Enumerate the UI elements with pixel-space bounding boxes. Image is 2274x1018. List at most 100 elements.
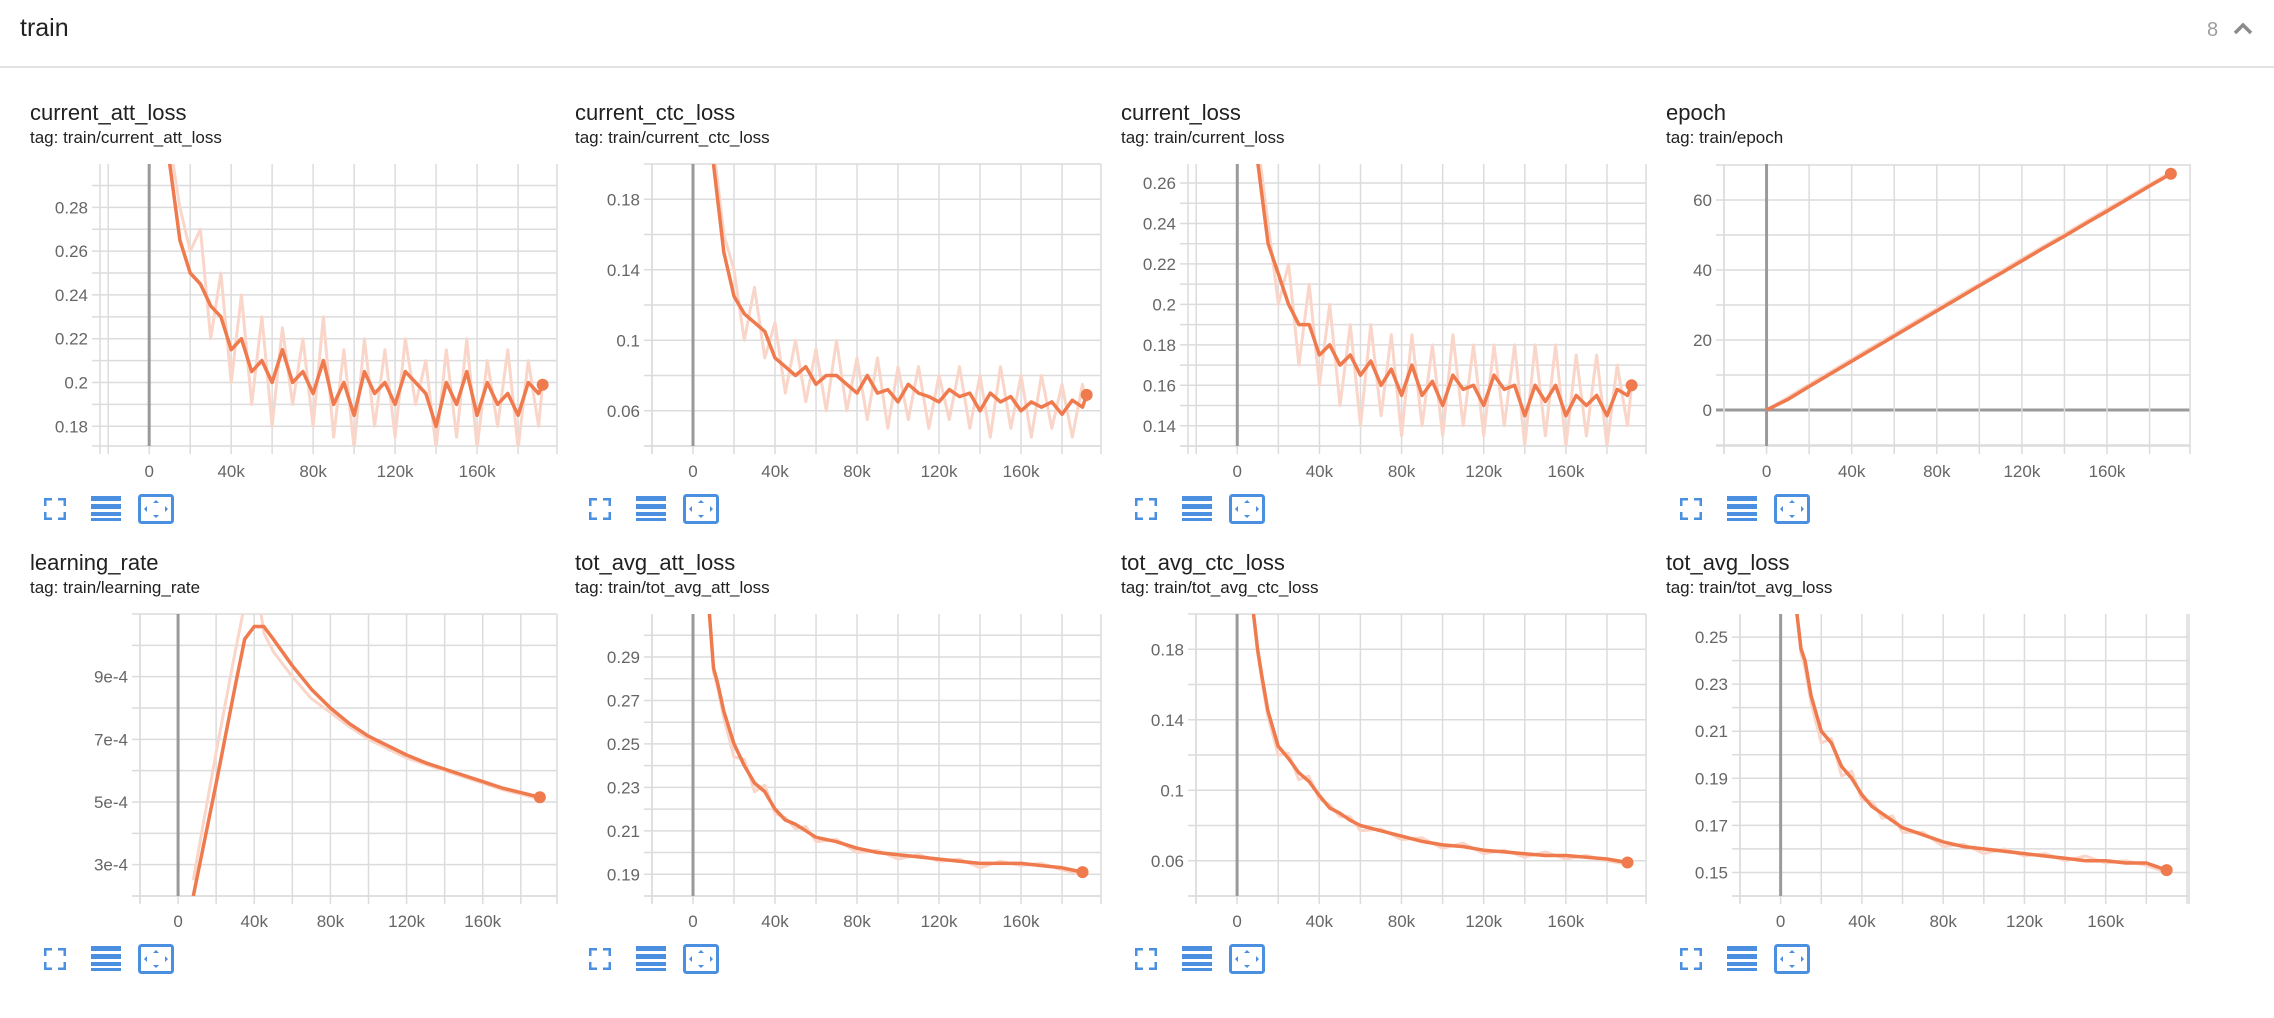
y-tick-label: 0.23 bbox=[607, 778, 640, 797]
x-tick-label: 80k bbox=[843, 462, 871, 481]
x-tick-label: 120k bbox=[2003, 462, 2040, 481]
x-tick-label: 80k bbox=[1923, 462, 1951, 481]
y-tick-label: 0.18 bbox=[607, 190, 640, 209]
toggle-log-scale-icon[interactable] bbox=[636, 946, 666, 977]
chart-current-ctc-loss: 0 40k 80k 120k 160k 0.06 0.1 0.14 0.18 bbox=[607, 163, 1102, 481]
y-tick-label: 0.18 bbox=[1151, 640, 1184, 659]
y-tick-label: 0.14 bbox=[1143, 417, 1176, 436]
toggle-log-scale-icon[interactable] bbox=[91, 496, 121, 527]
smoothed-series-line bbox=[1251, 614, 1628, 865]
y-tick-label: 0.28 bbox=[55, 198, 88, 217]
toggle-log-scale-icon[interactable] bbox=[1182, 946, 1212, 977]
plot-area bbox=[707, 614, 1083, 876]
toggle-log-scale-icon[interactable] bbox=[636, 496, 666, 527]
last-point-marker bbox=[536, 378, 549, 391]
raw-series-line bbox=[1252, 614, 1628, 866]
plot-area bbox=[191, 614, 541, 896]
fullscreen-icon[interactable] bbox=[588, 497, 612, 525]
chart-learning-rate: 0 40k 80k 120k 160k 3e-4 5e-4 7e-4 9e-4 bbox=[94, 613, 558, 931]
x-tick-label: 120k bbox=[921, 912, 958, 931]
last-point-marker bbox=[1621, 856, 1634, 869]
fullscreen-icon[interactable] bbox=[43, 497, 67, 525]
y-tick-label: 0.19 bbox=[1695, 769, 1728, 788]
plot-area bbox=[1795, 614, 2168, 874]
chart-title: tot_avg_ctc_loss bbox=[1121, 550, 1285, 575]
smoothed-series-line bbox=[707, 614, 1083, 874]
y-tick-label: 0.1 bbox=[616, 331, 640, 350]
x-tick-label: 0 bbox=[144, 462, 153, 481]
fullscreen-icon[interactable] bbox=[1134, 947, 1158, 975]
fit-domain-icon[interactable] bbox=[683, 944, 719, 979]
y-tick-label: 0.29 bbox=[607, 648, 640, 667]
plot-area bbox=[1256, 164, 1634, 446]
x-tick-label: 120k bbox=[2006, 912, 2043, 931]
y-tick-label: 0.21 bbox=[607, 822, 640, 841]
y-tick-label: 0.06 bbox=[1151, 852, 1184, 871]
y-tick-label: 0.14 bbox=[1151, 711, 1184, 730]
y-tick-label: 0.27 bbox=[607, 691, 640, 710]
x-tick-label: 80k bbox=[843, 912, 871, 931]
plot-area bbox=[1765, 171, 2172, 412]
y-tick-label: 7e-4 bbox=[94, 730, 128, 749]
fit-domain-icon[interactable] bbox=[1774, 494, 1810, 529]
fit-domain-icon[interactable] bbox=[138, 944, 174, 979]
x-tick-label: 120k bbox=[921, 462, 958, 481]
y-tick-label: 0.22 bbox=[1143, 255, 1176, 274]
y-tick-label: 0 bbox=[1703, 401, 1712, 420]
fullscreen-icon[interactable] bbox=[588, 947, 612, 975]
chart-count: 8 bbox=[2207, 19, 2219, 41]
last-point-marker bbox=[1625, 379, 1638, 392]
header-divider bbox=[0, 66, 2274, 68]
x-tick-label: 80k bbox=[1388, 912, 1416, 931]
y-tick-label: 60 bbox=[1693, 191, 1712, 210]
x-tick-label: 40k bbox=[761, 462, 789, 481]
x-tick-label: 0 bbox=[1776, 912, 1785, 931]
x-tick-label: 160k bbox=[1003, 462, 1040, 481]
y-tick-label: 0.15 bbox=[1695, 863, 1728, 882]
chart-title: tot_avg_loss bbox=[1666, 550, 1790, 575]
fullscreen-icon[interactable] bbox=[1679, 947, 1703, 975]
y-tick-label: 0.22 bbox=[55, 330, 88, 349]
x-tick-label: 160k bbox=[2089, 462, 2126, 481]
toggle-log-scale-icon[interactable] bbox=[1727, 496, 1757, 527]
last-point-marker bbox=[533, 791, 546, 804]
raw-series-line bbox=[714, 164, 1089, 439]
fit-domain-icon[interactable] bbox=[683, 494, 719, 529]
fit-domain-icon[interactable] bbox=[138, 494, 174, 529]
chart-tot-avg-att-loss: 0 40k 80k 120k 160k 0.19 0.21 0.23 0.25 0.27 0.29 bbox=[607, 614, 1102, 931]
fit-domain-icon[interactable] bbox=[1774, 944, 1810, 979]
y-tick-label: 0.25 bbox=[1695, 628, 1728, 647]
toggle-log-scale-icon[interactable] bbox=[91, 946, 121, 977]
x-tick-label: 160k bbox=[1547, 912, 1584, 931]
y-tick-label: 0.23 bbox=[1695, 675, 1728, 694]
chart-tag: tag: train/tot_avg_loss bbox=[1666, 578, 1833, 597]
chart-tot-avg-loss: 0 40k 80k 120k 160k 0.15 0.17 0.19 0.21 0.23 0.25 bbox=[1695, 614, 2190, 931]
x-tick-label: 40k bbox=[217, 462, 245, 481]
chart-title: epoch bbox=[1666, 100, 1726, 125]
fullscreen-icon[interactable] bbox=[43, 947, 67, 975]
fit-domain-icon[interactable] bbox=[1229, 944, 1265, 979]
y-tick-label: 0.16 bbox=[1143, 376, 1176, 395]
y-tick-label: 0.17 bbox=[1695, 816, 1728, 835]
smoothed-series-line bbox=[167, 164, 545, 429]
fullscreen-icon[interactable] bbox=[1679, 497, 1703, 525]
smoothed-series-line bbox=[711, 164, 1089, 417]
toggle-log-scale-icon[interactable] bbox=[1182, 496, 1212, 527]
fit-domain-icon[interactable] bbox=[1229, 494, 1265, 529]
last-point-marker bbox=[2164, 167, 2177, 180]
y-tick-label: 0.18 bbox=[55, 417, 88, 436]
y-tick-label: 0.18 bbox=[1143, 336, 1176, 355]
run-group-header[interactable]: train 8 bbox=[0, 0, 2274, 66]
smoothed-series-line bbox=[1765, 172, 2172, 412]
x-tick-label: 160k bbox=[2087, 912, 2124, 931]
y-tick-label: 0.26 bbox=[1143, 174, 1176, 193]
x-tick-label: 160k bbox=[1547, 462, 1584, 481]
chart-tag: tag: train/epoch bbox=[1666, 128, 1784, 147]
y-tick-label: 0.06 bbox=[607, 402, 640, 421]
x-tick-label: 40k bbox=[1306, 462, 1334, 481]
fullscreen-icon[interactable] bbox=[1134, 497, 1158, 525]
plot-area bbox=[711, 164, 1089, 439]
toggle-log-scale-icon[interactable] bbox=[1727, 946, 1757, 977]
x-tick-label: 0 bbox=[688, 462, 697, 481]
chevron-up-icon[interactable] bbox=[2232, 20, 2254, 36]
